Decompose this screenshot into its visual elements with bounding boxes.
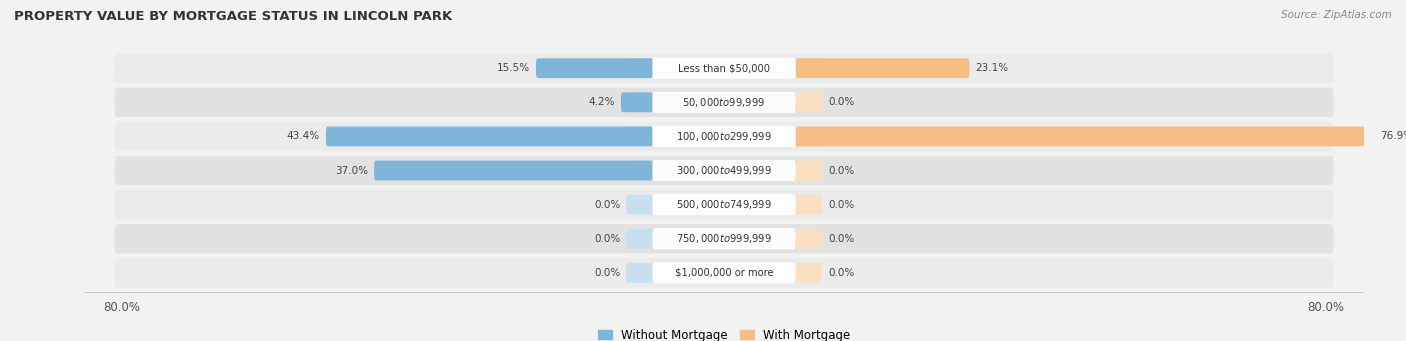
Text: 43.4%: 43.4% — [287, 131, 321, 142]
FancyBboxPatch shape — [796, 263, 823, 283]
Text: 76.9%: 76.9% — [1381, 131, 1406, 142]
Text: $300,000 to $499,999: $300,000 to $499,999 — [676, 164, 772, 177]
FancyBboxPatch shape — [114, 258, 1334, 287]
Legend: Without Mortgage, With Mortgage: Without Mortgage, With Mortgage — [593, 324, 855, 341]
FancyBboxPatch shape — [626, 195, 652, 214]
Text: 0.0%: 0.0% — [593, 268, 620, 278]
FancyBboxPatch shape — [796, 127, 823, 146]
FancyBboxPatch shape — [626, 161, 652, 180]
Text: 0.0%: 0.0% — [828, 165, 855, 176]
FancyBboxPatch shape — [626, 58, 652, 78]
Text: $100,000 to $299,999: $100,000 to $299,999 — [676, 130, 772, 143]
FancyBboxPatch shape — [796, 127, 1374, 146]
FancyBboxPatch shape — [796, 195, 823, 214]
Text: 15.5%: 15.5% — [496, 63, 530, 73]
FancyBboxPatch shape — [652, 126, 796, 147]
FancyBboxPatch shape — [626, 229, 652, 249]
Text: 0.0%: 0.0% — [828, 97, 855, 107]
FancyBboxPatch shape — [652, 194, 796, 215]
FancyBboxPatch shape — [114, 54, 1334, 83]
Text: 0.0%: 0.0% — [593, 234, 620, 244]
FancyBboxPatch shape — [796, 161, 823, 180]
FancyBboxPatch shape — [621, 92, 652, 112]
Text: 23.1%: 23.1% — [976, 63, 1008, 73]
FancyBboxPatch shape — [652, 160, 796, 181]
FancyBboxPatch shape — [626, 127, 652, 146]
FancyBboxPatch shape — [796, 92, 823, 112]
FancyBboxPatch shape — [114, 88, 1334, 117]
FancyBboxPatch shape — [796, 58, 823, 78]
Text: Source: ZipAtlas.com: Source: ZipAtlas.com — [1281, 10, 1392, 20]
Text: 0.0%: 0.0% — [593, 199, 620, 210]
FancyBboxPatch shape — [652, 58, 796, 79]
FancyBboxPatch shape — [536, 58, 652, 78]
FancyBboxPatch shape — [796, 58, 970, 78]
FancyBboxPatch shape — [326, 127, 652, 146]
FancyBboxPatch shape — [652, 92, 796, 113]
FancyBboxPatch shape — [626, 263, 652, 283]
FancyBboxPatch shape — [114, 122, 1334, 151]
Text: 0.0%: 0.0% — [828, 199, 855, 210]
Text: 0.0%: 0.0% — [828, 268, 855, 278]
FancyBboxPatch shape — [626, 92, 652, 112]
FancyBboxPatch shape — [114, 224, 1334, 253]
FancyBboxPatch shape — [114, 156, 1334, 185]
FancyBboxPatch shape — [374, 161, 652, 180]
Text: PROPERTY VALUE BY MORTGAGE STATUS IN LINCOLN PARK: PROPERTY VALUE BY MORTGAGE STATUS IN LIN… — [14, 10, 453, 23]
Text: 0.0%: 0.0% — [828, 234, 855, 244]
Text: $1,000,000 or more: $1,000,000 or more — [675, 268, 773, 278]
FancyBboxPatch shape — [796, 229, 823, 249]
FancyBboxPatch shape — [652, 228, 796, 249]
Text: $750,000 to $999,999: $750,000 to $999,999 — [676, 232, 772, 245]
Text: 37.0%: 37.0% — [335, 165, 368, 176]
Text: $50,000 to $99,999: $50,000 to $99,999 — [682, 96, 766, 109]
FancyBboxPatch shape — [652, 262, 796, 283]
FancyBboxPatch shape — [114, 190, 1334, 219]
Text: 4.2%: 4.2% — [589, 97, 614, 107]
Text: $500,000 to $749,999: $500,000 to $749,999 — [676, 198, 772, 211]
Text: Less than $50,000: Less than $50,000 — [678, 63, 770, 73]
